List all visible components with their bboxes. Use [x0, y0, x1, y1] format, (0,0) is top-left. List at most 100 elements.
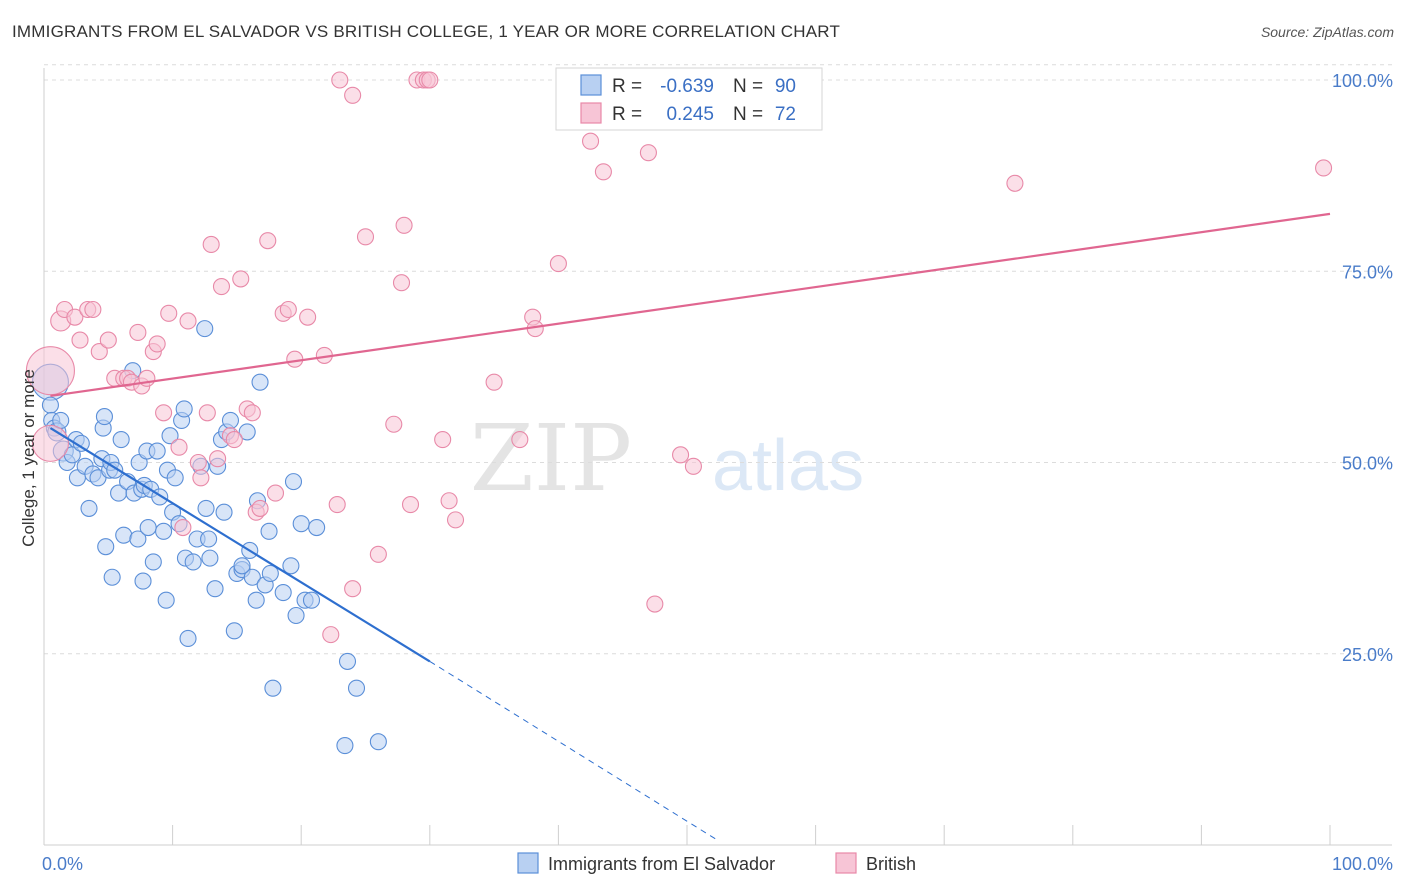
point-el-salvador	[129, 530, 147, 548]
stats-swatch-blue	[580, 74, 602, 96]
x-tick-label: 100.0%	[1332, 854, 1393, 874]
point-british	[174, 518, 192, 537]
point-el-salvador	[302, 591, 321, 609]
stats-n-label-blue: N =	[733, 76, 763, 97]
point-british	[192, 469, 210, 487]
point-british	[434, 430, 452, 449]
point-british	[511, 430, 529, 449]
point-el-salvador	[144, 553, 162, 571]
point-british	[485, 373, 503, 391]
point-el-salvador	[179, 629, 197, 648]
point-british	[684, 457, 702, 475]
point-el-salvador	[243, 568, 261, 586]
point-el-salvador	[184, 553, 202, 571]
point-el-salvador	[139, 518, 157, 537]
point-british	[90, 343, 108, 361]
grid-lines	[44, 64, 1392, 655]
point-british	[160, 304, 178, 322]
stats-legend: R = -0.639 N = 90 R = 0.245 N = 72	[555, 67, 823, 131]
point-british	[385, 415, 403, 433]
point-el-salvador	[238, 423, 256, 441]
point-british	[170, 438, 188, 456]
point-british	[328, 496, 346, 514]
stats-r-value-blue: -0.639	[660, 76, 714, 97]
point-el-salvador	[287, 606, 305, 625]
point-british	[1315, 159, 1333, 177]
point-british	[440, 492, 458, 510]
y-tick-label: 25.0%	[1342, 645, 1393, 665]
point-el-salvador	[155, 522, 173, 540]
point-el-salvador	[95, 408, 113, 426]
point-el-salvador	[112, 430, 130, 449]
stats-r-label-pink: R =	[612, 104, 642, 125]
point-british	[71, 331, 89, 349]
point-el-salvador	[336, 736, 354, 755]
point-british	[344, 86, 362, 104]
point-british	[594, 163, 612, 181]
point-british	[189, 453, 207, 472]
point-british	[25, 346, 75, 396]
point-british	[322, 626, 340, 644]
point-el-salvador	[166, 469, 184, 487]
point-el-salvador	[225, 622, 243, 640]
legend-label-el-salvador: Immigrants from El Salvador	[548, 854, 775, 874]
point-el-salvador	[80, 499, 98, 517]
point-el-salvador	[161, 427, 179, 445]
point-el-salvador	[260, 522, 278, 540]
point-british	[392, 274, 411, 292]
point-el-salvador	[264, 679, 282, 697]
data-points	[25, 71, 1333, 755]
point-british	[198, 404, 216, 422]
point-british	[299, 308, 317, 326]
watermark-zip: ZIP	[470, 405, 632, 512]
point-el-salvador	[292, 515, 310, 533]
point-british	[369, 545, 387, 563]
point-british	[401, 496, 420, 514]
axes: 25.0% 50.0% 75.0% 100.0% 0.0% 100.0%	[42, 68, 1393, 874]
y-tick-label: 100.0%	[1332, 71, 1393, 91]
point-british	[286, 350, 304, 368]
point-el-salvador	[103, 568, 121, 586]
stats-n-value-pink: 72	[775, 104, 796, 125]
point-el-salvador	[206, 580, 224, 598]
legend-swatch-british	[835, 852, 857, 874]
y-tick-label: 50.0%	[1342, 454, 1393, 474]
point-british	[356, 228, 375, 246]
point-el-salvador	[148, 442, 166, 460]
point-el-salvador	[134, 572, 152, 590]
point-british	[232, 270, 250, 288]
point-british	[395, 216, 413, 234]
point-british	[581, 132, 600, 150]
point-british	[251, 499, 269, 517]
point-british	[243, 404, 261, 422]
point-british	[99, 331, 117, 349]
point-el-salvador	[251, 373, 269, 391]
point-british	[639, 144, 657, 162]
y-axis-title: College, 1 year or more	[19, 369, 38, 547]
point-british	[549, 255, 567, 273]
point-el-salvador	[157, 591, 175, 609]
point-british	[672, 446, 690, 464]
point-el-salvador	[196, 320, 214, 338]
point-british	[646, 595, 664, 613]
point-el-salvador	[215, 503, 233, 521]
y-tick-label: 75.0%	[1342, 262, 1393, 282]
trend-lines	[49, 212, 1331, 842]
point-british	[129, 323, 147, 342]
point-el-salvador	[97, 538, 115, 556]
point-british	[1006, 174, 1024, 192]
trend-line-el-salvador	[49, 427, 431, 663]
stats-swatch-pink	[580, 102, 602, 124]
point-british	[148, 335, 166, 353]
point-british	[84, 300, 102, 319]
point-el-salvador	[221, 411, 240, 429]
point-el-salvador	[200, 530, 218, 548]
watermark-atlas: atlas	[712, 426, 864, 506]
point-el-salvador	[284, 473, 303, 491]
series-legend: Immigrants from El Salvador British	[517, 852, 916, 874]
point-el-salvador	[274, 583, 292, 602]
point-british	[66, 308, 84, 326]
point-el-salvador	[41, 396, 59, 414]
chart-title: IMMIGRANTS FROM EL SALVADOR VS BRITISH C…	[12, 22, 841, 41]
